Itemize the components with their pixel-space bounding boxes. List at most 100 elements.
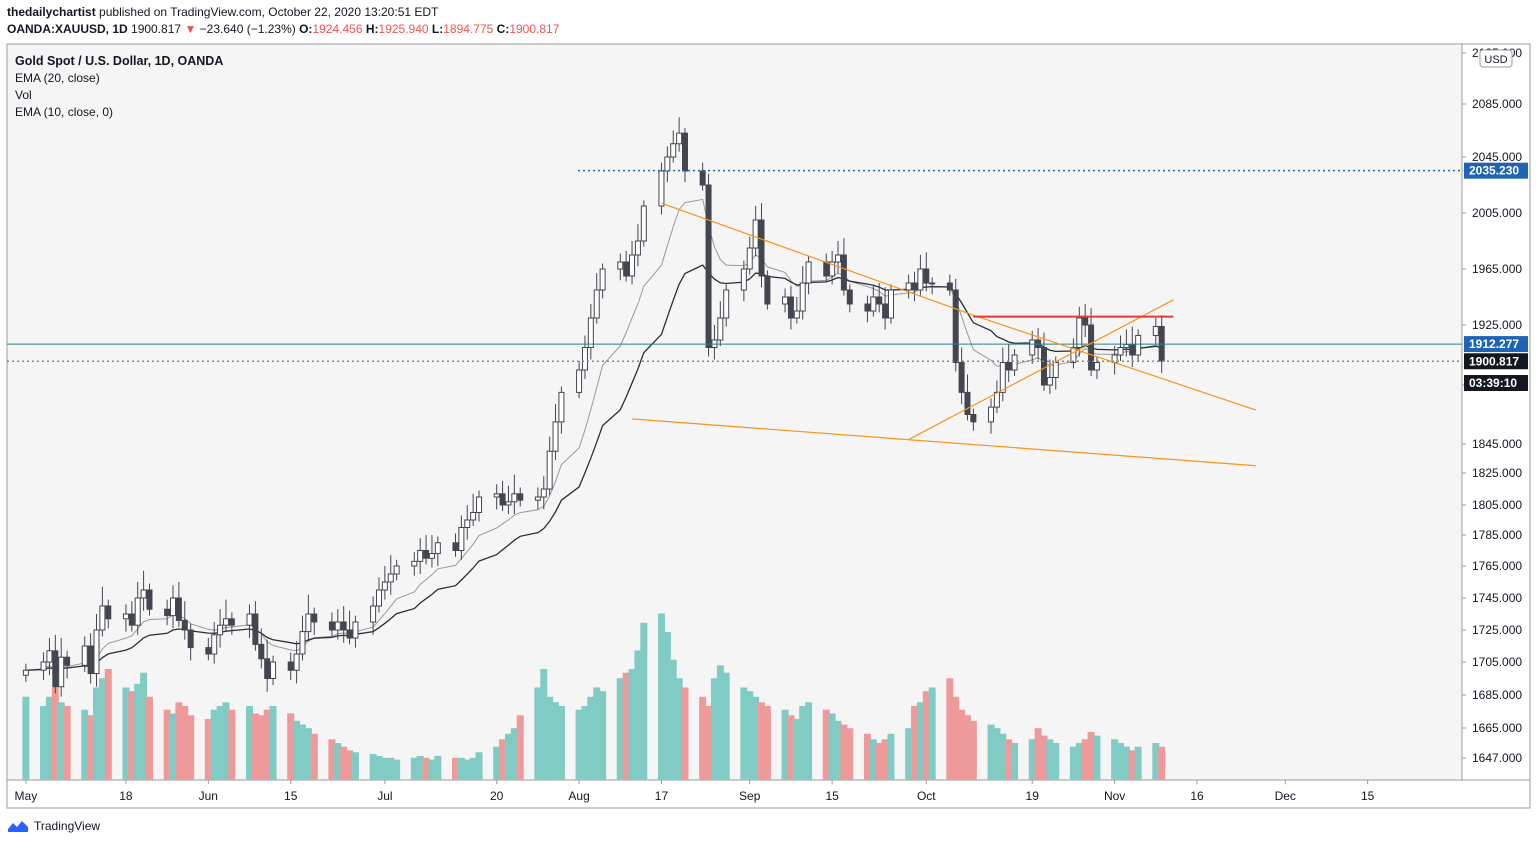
y-tick-label: 1785.000 (1472, 528, 1522, 542)
currency-button[interactable]: USD (1479, 49, 1513, 68)
candle-body (246, 613, 253, 626)
candle (623, 250, 630, 282)
candle (181, 601, 188, 640)
candle (352, 615, 359, 648)
candle (470, 493, 477, 526)
volume-bar (381, 757, 389, 780)
candle-body (746, 247, 753, 270)
volume-bar (681, 687, 689, 780)
candle-body (164, 608, 171, 617)
candle (170, 585, 177, 629)
volume-bar (104, 669, 112, 780)
candle (699, 162, 706, 191)
candle (958, 347, 965, 405)
volume-bar (916, 702, 924, 780)
volume-bar (504, 733, 512, 780)
y-tick-label: 1665.000 (1472, 721, 1522, 735)
candle-body (782, 296, 789, 305)
candle (346, 610, 353, 645)
x-tick-label: 17 (655, 789, 669, 803)
legend-vol[interactable]: Vol (15, 88, 32, 102)
candle-body (423, 550, 430, 559)
volume-bar (63, 706, 71, 780)
legend-ema20[interactable]: EMA (20, close) (15, 71, 100, 85)
candle-body (623, 261, 630, 277)
volume-bar (828, 713, 836, 780)
candle (458, 515, 465, 560)
candle (952, 278, 959, 372)
candle-body (552, 421, 559, 452)
volume-bar (228, 709, 236, 780)
volume-bar (740, 687, 748, 780)
candle-body (958, 362, 965, 393)
volume-bar (922, 691, 930, 780)
candle (64, 650, 71, 679)
candle-body (187, 629, 194, 649)
legend-ema10[interactable]: EMA (10, close, 0) (15, 105, 114, 119)
candle (305, 594, 312, 642)
volume-bar (140, 672, 148, 780)
x-tick-label: Aug (568, 789, 589, 803)
candle (911, 271, 918, 302)
axis-price-label-text: 2035.230 (1469, 164, 1519, 178)
candle-body (1040, 347, 1047, 386)
volume-bar (963, 715, 971, 780)
candle (999, 347, 1006, 402)
volume-bar (946, 678, 954, 780)
x-tick-label: 15 (284, 789, 298, 803)
volume-bar (1075, 743, 1083, 780)
candle (1076, 306, 1083, 357)
candle (846, 284, 853, 313)
axis-price-label: 1900.817 (1464, 353, 1528, 370)
volume-bar (557, 706, 565, 780)
candle-body (534, 496, 541, 501)
volume-bar (622, 672, 630, 780)
y-tick-label: 1825.000 (1472, 466, 1522, 480)
volume-bar (840, 724, 848, 780)
candle (87, 633, 94, 684)
x-tick-label: 18 (119, 789, 133, 803)
volume-bar (263, 709, 271, 780)
candle-body (835, 254, 842, 263)
candle-body (793, 310, 800, 319)
candle-body (1129, 344, 1136, 356)
candle-body (870, 296, 877, 312)
volume-bar (928, 687, 936, 780)
candle (464, 505, 471, 540)
candle (52, 634, 59, 694)
candle (829, 250, 836, 285)
axis-price-label-text: 1912.277 (1469, 337, 1519, 351)
volume-bar (416, 755, 424, 780)
legend-title[interactable]: Gold Spot / U.S. Dollar, 1D, OANDA (15, 54, 224, 68)
volume-bar (987, 724, 995, 780)
candle-body (911, 282, 918, 291)
volume-bar (340, 746, 348, 780)
volume-bar (587, 696, 595, 780)
candle-body (287, 661, 294, 671)
volume-bar (593, 687, 601, 780)
volume-bar (1158, 746, 1166, 780)
volume-bar (575, 709, 583, 780)
volume-bar (40, 706, 48, 780)
candle-body (22, 669, 29, 676)
volume-bar (257, 715, 265, 780)
candle (411, 552, 418, 576)
candle-body (988, 406, 995, 423)
author-name[interactable]: thedailychartist (7, 5, 96, 19)
candle-body (740, 268, 747, 291)
candle (423, 535, 430, 565)
candle-body (1123, 344, 1130, 348)
x-tick-label: Oct (917, 789, 936, 803)
candle (705, 173, 712, 357)
volume-bar (1034, 728, 1042, 780)
candle-body (882, 303, 889, 319)
volume-bar (375, 755, 383, 780)
candle (99, 586, 106, 637)
volume-bar (675, 678, 683, 780)
candle-body (464, 519, 471, 528)
candle (217, 609, 224, 648)
candle (670, 130, 677, 163)
footer-brand[interactable]: TradingView (7, 819, 100, 833)
volume-bar (346, 750, 354, 780)
